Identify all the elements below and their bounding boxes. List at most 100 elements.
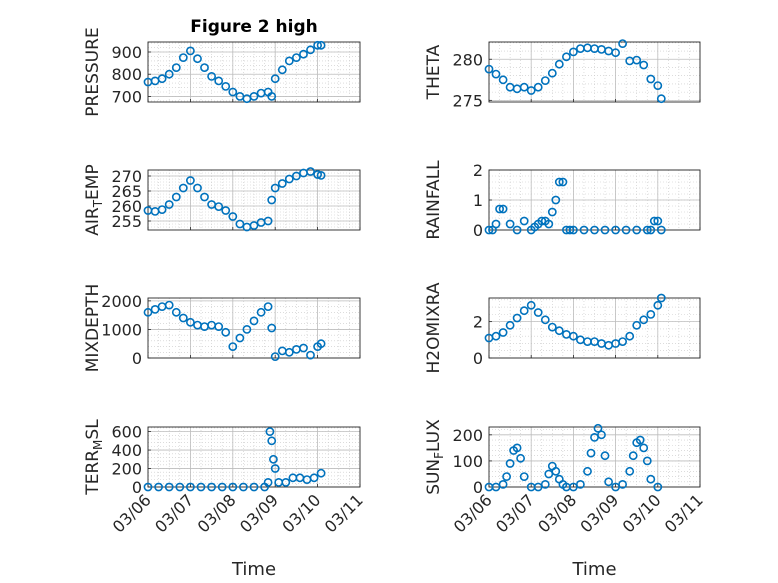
- data-point: [267, 436, 277, 446]
- data-point: [313, 170, 322, 179]
- subplot-8: 0100200SUNFLUX03/0603/0703/0803/0903/100…: [424, 419, 707, 580]
- subplot-4: 0 1 2 RAINFALL: [424, 160, 701, 240]
- data-point: [270, 74, 280, 84]
- data-point: [277, 179, 287, 188]
- data-point: [313, 40, 322, 50]
- subplot-1: 700 800 900 PRESSURE Figure 2 high: [83, 17, 361, 117]
- data-point: [217, 482, 227, 492]
- data-point: [306, 45, 315, 55]
- y-tick-label: 1000: [101, 320, 142, 339]
- data-point: [519, 82, 529, 92]
- data-point: [635, 435, 645, 445]
- data-point: [656, 94, 666, 104]
- data-point: [306, 350, 315, 360]
- data-point: [639, 443, 649, 453]
- data-point: [498, 479, 508, 489]
- data-point: [263, 216, 273, 226]
- data-point: [491, 331, 501, 341]
- data-point: [291, 53, 301, 62]
- y-tick-label: 2: [473, 161, 483, 180]
- subplot-7: 0200400600TERRMSL03/0603/0703/0803/0903/…: [83, 419, 367, 580]
- data-point: [277, 65, 287, 75]
- y-tick-label: 2: [473, 313, 483, 332]
- y-axis-label-part: RAINFALL: [424, 160, 444, 240]
- data-point: [600, 451, 610, 461]
- axes-box: [147, 297, 361, 359]
- y-tick-label: 100: [452, 452, 483, 471]
- data-point: [505, 219, 515, 229]
- data-point: [590, 225, 599, 235]
- data-point: [270, 183, 280, 193]
- data-point: [270, 464, 280, 473]
- chart-title: Figure 2 high: [190, 17, 318, 37]
- y-tick-label: 0: [473, 478, 483, 497]
- data-point: [249, 92, 259, 101]
- data-point: [653, 81, 663, 90]
- data-point: [537, 216, 547, 226]
- data-point: [498, 204, 508, 214]
- data-point: [171, 192, 181, 202]
- data-point: [316, 339, 326, 349]
- data-point: [221, 327, 231, 337]
- data-point: [143, 307, 153, 317]
- data-point: [505, 459, 515, 468]
- data-point: [256, 307, 266, 317]
- axes-box: [488, 169, 701, 231]
- data-point: [646, 225, 656, 235]
- data-point: [579, 225, 589, 235]
- x-tick-label: 03/07: [151, 490, 197, 536]
- y-axis-label-part: SL: [83, 419, 103, 440]
- y-axis-label-subscript: M: [91, 440, 105, 450]
- data-point: [653, 216, 663, 226]
- data-point: [178, 183, 188, 193]
- x-tick-label: 03/11: [661, 490, 707, 536]
- y-axis-label-part: THETA: [424, 44, 444, 100]
- data-point: [628, 451, 638, 461]
- data-point: [185, 317, 195, 327]
- data-point: [618, 479, 627, 489]
- y-tick-label: 900: [111, 43, 142, 62]
- data-point: [653, 482, 663, 492]
- y-tick-label: 200: [452, 426, 483, 445]
- data-point: [214, 202, 224, 211]
- y-tick-label: 275: [452, 91, 483, 110]
- data-point: [569, 331, 578, 341]
- data-point: [491, 69, 501, 79]
- data-point: [604, 477, 613, 487]
- y-tick-label: 0: [473, 349, 483, 368]
- data-point: [238, 482, 248, 492]
- y-tick-label: 260: [111, 197, 142, 216]
- x-tick-label: 03/09: [576, 490, 622, 536]
- x-tick-label: 03/08: [534, 490, 580, 536]
- data-point: [498, 75, 508, 85]
- data-point: [562, 52, 571, 62]
- data-point: [265, 427, 275, 436]
- data-point: [299, 49, 308, 59]
- y-axis-label-part: SUN: [424, 459, 444, 495]
- data-point: [228, 342, 238, 351]
- data-point: [611, 225, 620, 235]
- data-point: [196, 482, 206, 492]
- data-point: [306, 167, 315, 176]
- data-point: [540, 315, 550, 325]
- y-axis-label-part: TERR: [83, 450, 103, 496]
- data-point: [214, 322, 224, 331]
- data-point: [512, 313, 522, 323]
- data-point: [512, 225, 522, 235]
- data-point: [200, 63, 209, 72]
- data-point: [316, 40, 326, 50]
- data-point: [625, 331, 635, 341]
- data-point: [164, 300, 174, 310]
- data-point: [200, 192, 209, 202]
- data-point: [554, 177, 564, 187]
- data-point: [249, 221, 259, 230]
- y-axis-label: SUNFLUX: [424, 419, 446, 495]
- subplot-6: 0 2 H2OMIXRA: [424, 282, 701, 374]
- data-point: [639, 60, 649, 70]
- data-point: [164, 69, 174, 79]
- axes-box: [147, 41, 361, 103]
- data-point: [299, 343, 308, 353]
- data-point: [249, 316, 259, 326]
